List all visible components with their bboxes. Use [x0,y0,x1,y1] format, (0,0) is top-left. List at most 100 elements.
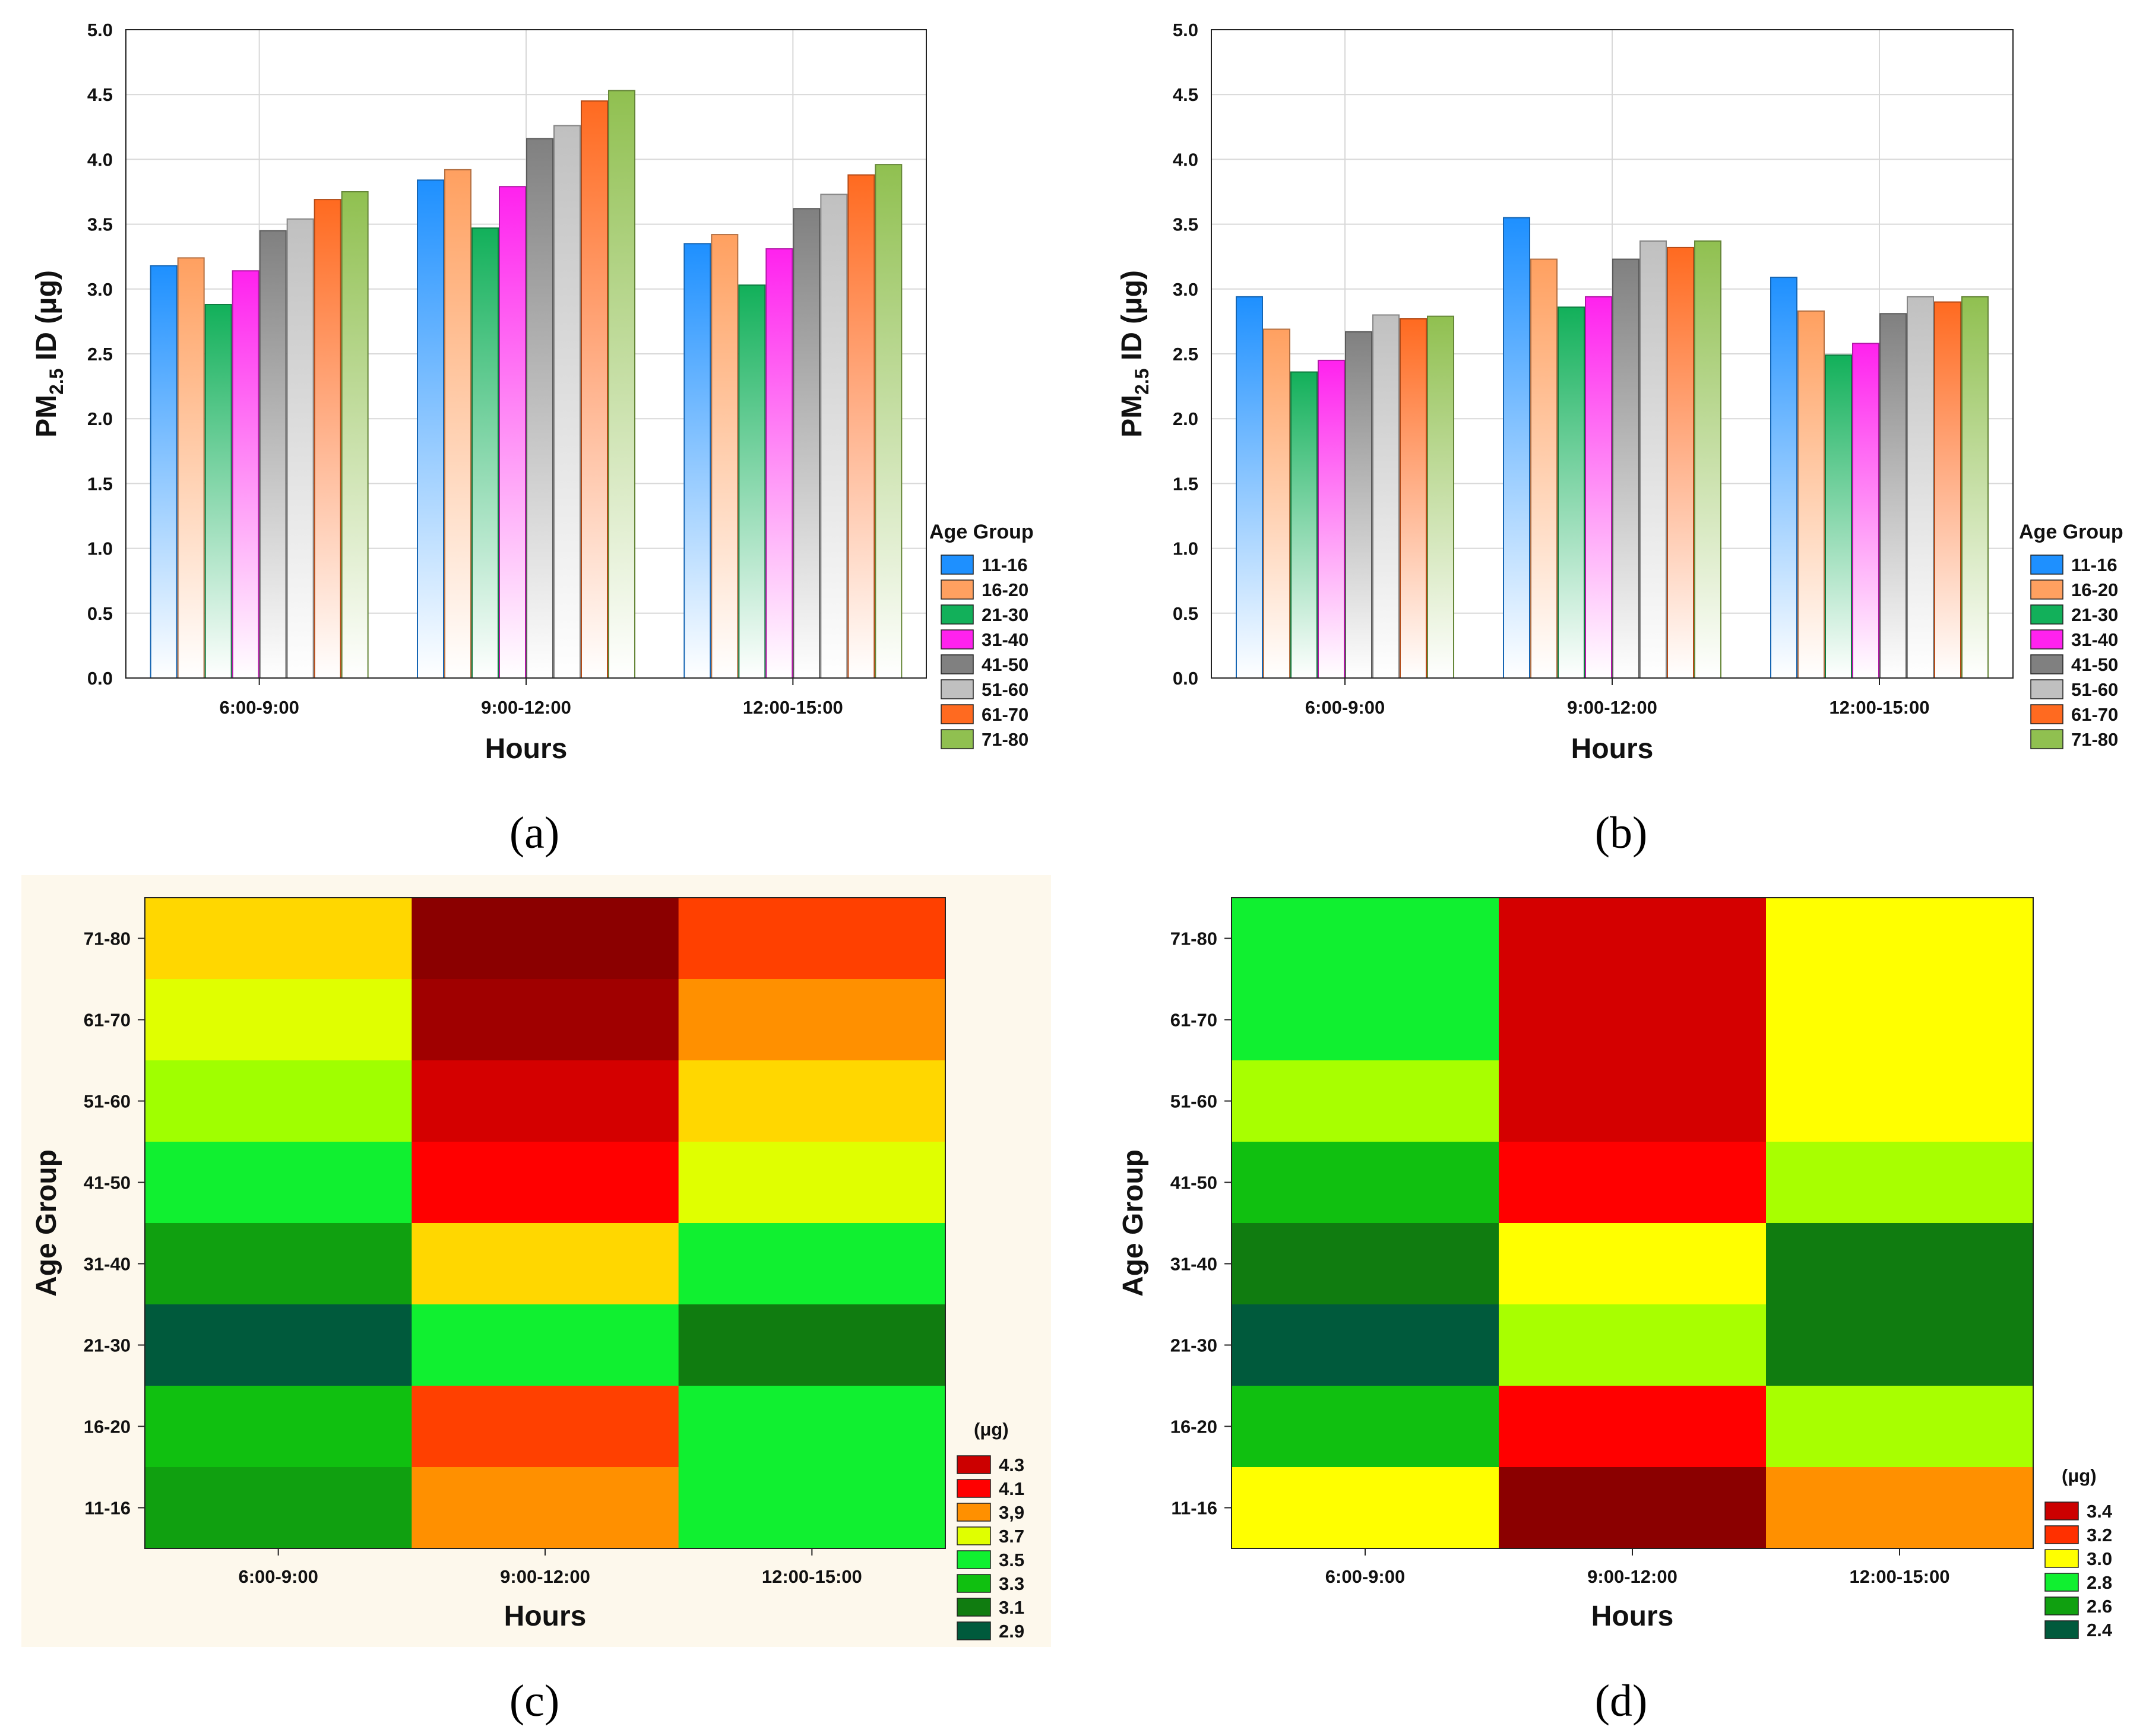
plot-frame [1211,29,2014,679]
bar-21-30-12:00-15:00 [738,284,766,679]
legend-swatch-41-50 [2030,654,2063,674]
bar-41-50-12:00-15:00 [1879,313,1907,679]
legend-swatch-2.8 [2044,1573,2079,1592]
heatmap-cell-21-30-6:00-9:00 [145,1304,412,1386]
y-tick-label: 0.0 [1173,668,1198,689]
legend-swatch-2.9 [957,1621,991,1640]
bar-51-60-6:00-9:00 [1372,314,1400,679]
bar-61-70-6:00-9:00 [314,199,341,679]
plot-frame [125,29,927,679]
caption-a: (a) [509,808,559,858]
y-tick-label: 5.0 [1173,20,1198,40]
heatmap-cell-11-16-6:00-9:00 [1232,1467,1499,1549]
heatmap-cell-21-30-12:00-15:00 [678,1304,946,1386]
legend-label-3.1: 3.1 [999,1597,1024,1618]
y-axis-label: Age Group [1118,1149,1149,1297]
y-tick-label: 1.5 [1173,473,1198,494]
legend-label-2.6: 2.6 [2087,1596,2112,1617]
legend-swatch-16-20 [2030,579,2063,600]
legend-swatch-3.3 [957,1574,991,1593]
heatmap-cell-16-20-6:00-9:00 [1232,1386,1499,1468]
caption-b: (b) [1595,808,1648,858]
bar-71-80-9:00-12:00 [608,90,635,679]
y-tick-label: 31-40 [1170,1254,1217,1275]
legend-label-21-30: 21-30 [2071,604,2118,625]
y-tick-label: 51-60 [84,1091,131,1112]
legend-swatch-21-30 [2030,604,2063,625]
legend-label-2.8: 2.8 [2087,1572,2112,1593]
legend-label-61-70: 61-70 [2071,704,2118,725]
x-tick-label: 12:00-15:00 [743,697,843,718]
bar-21-30-9:00-12:00 [471,227,499,679]
bar-51-60-12:00-15:00 [820,194,848,679]
y-tick-label: 3.0 [87,279,113,300]
legend-swatch-3,9 [957,1503,991,1522]
legend-swatch-11-16 [941,555,974,575]
y-axis-label-rest: ID (μg) [31,270,62,368]
bar-71-80-12:00-15:00 [875,164,903,679]
legend-label-41-50: 41-50 [2071,654,2118,675]
heatmap-cell-16-20-9:00-12:00 [412,1386,679,1468]
bar-16-20-12:00-15:00 [1797,310,1825,679]
bar-11-16-12:00-15:00 [1770,277,1797,679]
x-tick-label: 6:00-9:00 [1305,697,1385,718]
legend-swatch-3.0 [2044,1549,2079,1568]
legend-title: Age Group [2019,521,2123,543]
x-tick-label: 6:00-9:00 [1325,1566,1405,1587]
x-axis-label: Hours [504,1601,587,1632]
y-tick-label: 0.5 [1173,603,1198,624]
heatmap-cell-21-30-9:00-12:00 [1499,1304,1767,1386]
y-tick-label: 41-50 [84,1173,131,1193]
bar-16-20-9:00-12:00 [444,169,471,679]
heatmap-cell-51-60-6:00-9:00 [145,1060,412,1142]
heatmap-cell-61-70-12:00-15:00 [1766,979,2034,1061]
y-tick-label: 4.5 [87,84,113,105]
legend-swatch-11-16 [2030,555,2063,575]
bar-21-30-6:00-9:00 [1290,371,1318,679]
y-tick-label: 0.5 [87,603,113,624]
legend-label-3.0: 3.0 [2087,1548,2112,1569]
legend-label-51-60: 51-60 [2071,679,2118,700]
bar-41-50-6:00-9:00 [1345,331,1372,679]
legend-title: Age Group [929,521,1034,543]
bar-31-40-12:00-15:00 [765,248,793,679]
y-tick-label: 21-30 [1170,1335,1217,1356]
panel-b-bar-chart: 0.0 0.5 1.0 1.5 2.0 2.5 3.0 3.5 4.0 4.5 5.0 6:00-9:… [1116,20,2123,765]
bar-31-40-9:00-12:00 [1585,296,1612,679]
bar-51-60-6:00-9:00 [286,218,314,679]
y-tick-label: 31-40 [84,1254,131,1275]
bar-31-40-6:00-9:00 [1318,359,1345,679]
heatmap-cell-16-20-12:00-15:00 [1766,1386,2034,1468]
y-tick-label: 1.5 [87,473,113,494]
legend-label-41-50: 41-50 [982,654,1028,675]
heatmap-cell-41-50-9:00-12:00 [1499,1142,1767,1224]
heatmap-cell-16-20-9:00-12:00 [1499,1386,1767,1468]
heatmap-cell-61-70-6:00-9:00 [1232,979,1499,1061]
heatmap-cell-16-20-6:00-9:00 [145,1386,412,1468]
bar-31-40-9:00-12:00 [499,186,526,679]
x-tick-label: 9:00-12:00 [500,1566,590,1587]
heatmap-cell-71-80-9:00-12:00 [1499,898,1767,980]
y-tick-label: 1.0 [1173,538,1198,559]
bar-71-80-6:00-9:00 [341,191,369,679]
y-tick-label: 71-80 [1170,929,1217,949]
legend-swatch-2.6 [2044,1596,2079,1615]
bar-16-20-12:00-15:00 [711,234,739,679]
heatmap-cell-31-40-9:00-12:00 [412,1223,679,1305]
heatmap-cell-11-16-12:00-15:00 [1766,1467,2034,1549]
x-tick-label: 9:00-12:00 [1587,1566,1677,1587]
legend-label-21-30: 21-30 [982,604,1028,625]
heatmap-cell-41-50-9:00-12:00 [412,1142,679,1224]
heatmap-cell-71-80-9:00-12:00 [412,898,679,980]
heatmap-cell-51-60-9:00-12:00 [1499,1060,1767,1142]
legend-label-16-20: 16-20 [982,579,1028,600]
x-tick-label: 12:00-15:00 [1830,697,1930,718]
y-tick-label: 21-30 [84,1335,131,1356]
legend-swatch-3.4 [2044,1501,2079,1520]
legend-swatch-61-70 [941,704,974,724]
y-tick-label: 51-60 [1170,1091,1217,1112]
legend-label-11-16: 11-16 [2071,555,2117,575]
heatmap-cell-21-30-9:00-12:00 [412,1304,679,1386]
heatmap-cell-61-70-9:00-12:00 [412,979,679,1061]
